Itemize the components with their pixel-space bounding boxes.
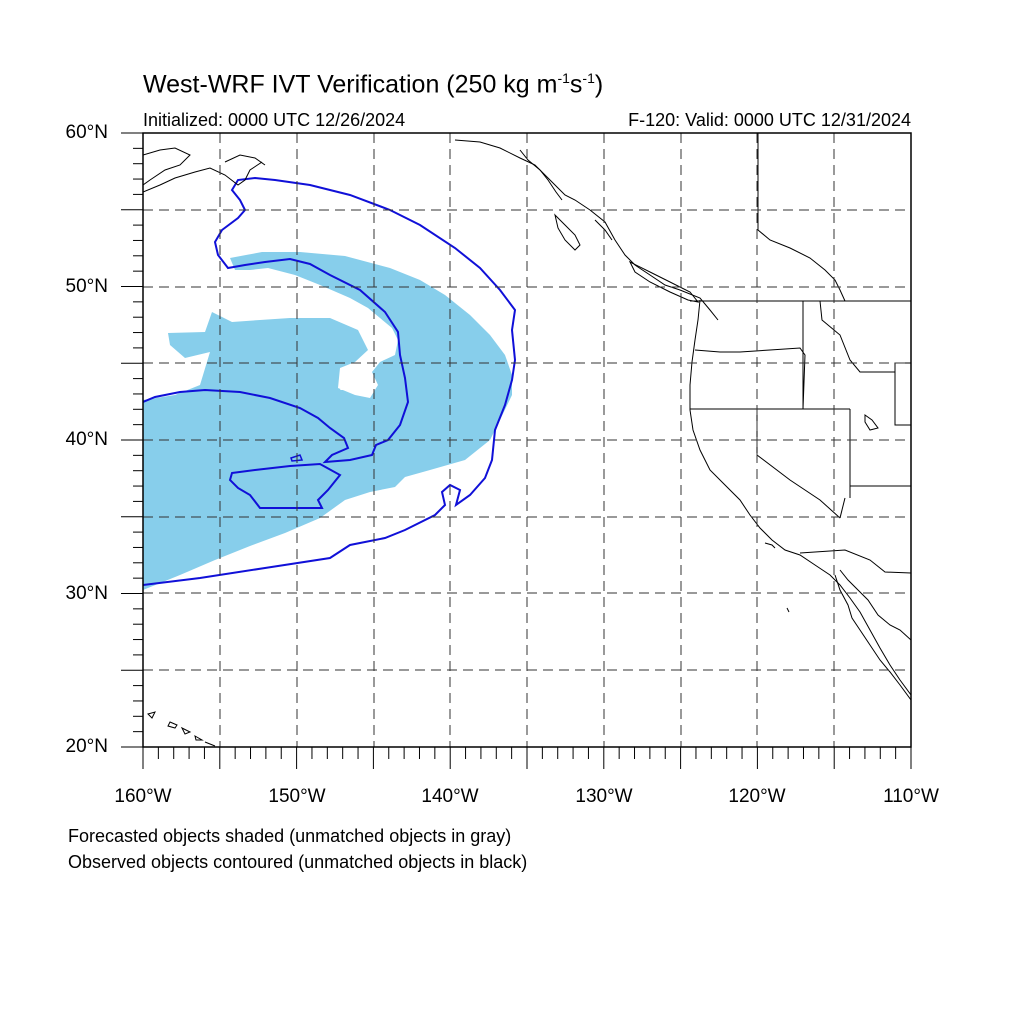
lon-label-120w: 120°W [728, 786, 786, 807]
init-time-label: Initialized: 0000 UTC 12/26/2024 [143, 110, 406, 130]
observed-object-inner-contour [228, 462, 342, 509]
lon-label-160w: 160°W [114, 786, 172, 807]
legend-forecast-note: Forecasted objects shaded (unmatched obj… [68, 826, 512, 846]
lat-label-40n: 40°N [65, 429, 108, 450]
lon-label-150w: 150°W [268, 786, 326, 807]
lat-label-50n: 50°N [65, 276, 108, 297]
lat-label-60n: 60°N [65, 122, 108, 143]
valid-time-label: F-120: Valid: 0000 UTC 12/31/2024 [628, 110, 911, 130]
lat-label-30n: 30°N [65, 583, 108, 604]
lat-label-20n: 20°N [65, 736, 108, 757]
lon-label-140w: 140°W [421, 786, 479, 807]
legend-observed-note: Observed objects contoured (unmatched ob… [68, 852, 528, 872]
coastlines [143, 139, 911, 747]
lon-label-130w: 130°W [575, 786, 633, 807]
political-borders [690, 133, 911, 574]
forecast-object-shading [143, 252, 512, 590]
map-title: West-WRF IVT Verification (250 kg m-1s-1… [143, 70, 604, 99]
axis-ticks [121, 132, 912, 769]
graticule [143, 133, 911, 747]
lon-label-110w: 110°W [883, 786, 939, 807]
forecast-object-hole [340, 366, 366, 390]
